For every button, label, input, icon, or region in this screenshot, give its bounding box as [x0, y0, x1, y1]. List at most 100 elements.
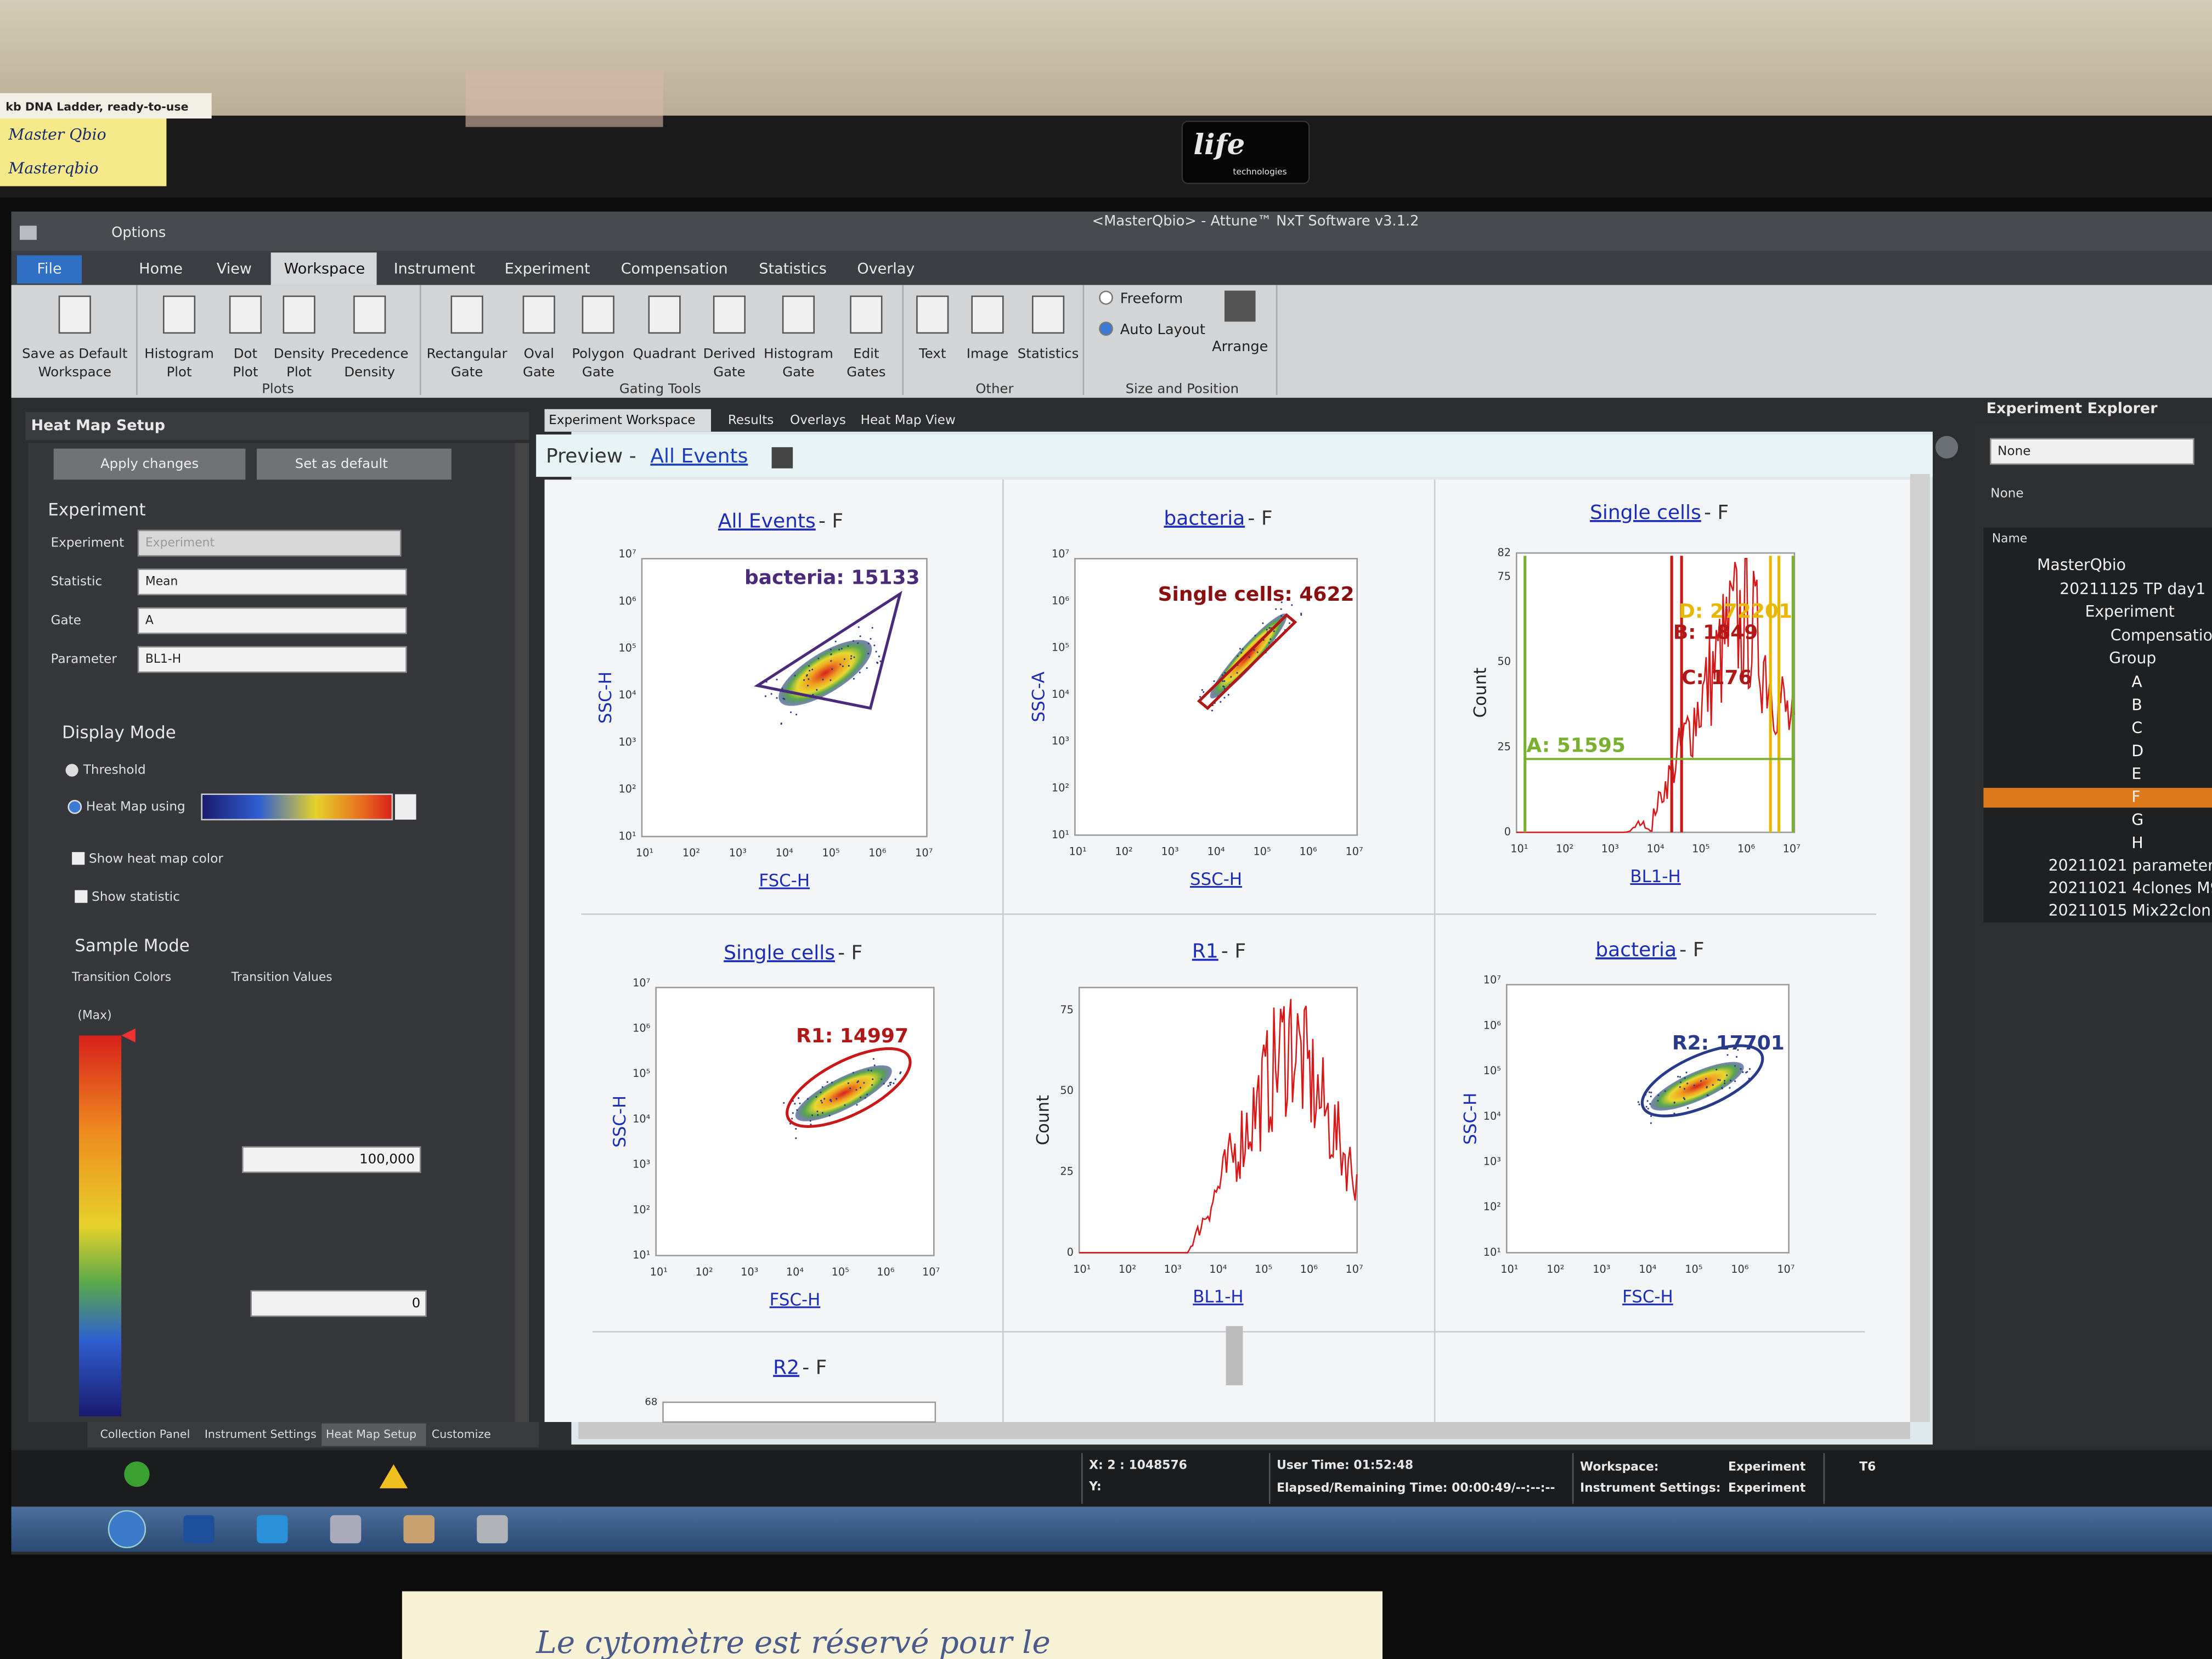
button[interactable]: [53, 448, 246, 480]
gate[interactable]: [1197, 613, 1297, 710]
workspace-tab-active[interactable]: [544, 409, 711, 432]
ribbon-icon[interactable]: [163, 295, 196, 334]
tree-item[interactable]: A: [2131, 673, 2142, 691]
axis-label[interactable]: SSC-H: [1190, 870, 1242, 889]
taskbar-icon[interactable]: [477, 1515, 508, 1544]
ribbon-icon[interactable]: [916, 295, 949, 334]
button-label[interactable]: Apply changes: [100, 455, 199, 471]
ribbon-tab[interactable]: Statistics: [759, 261, 826, 278]
button-label[interactable]: Set as default: [295, 455, 388, 471]
tree-item[interactable]: MasterQbio: [2037, 556, 2126, 574]
workspace-tab[interactable]: Experiment Workspace: [549, 413, 695, 427]
ribbon-button-label[interactable]: Histogram: [144, 345, 214, 361]
add-button[interactable]: [1936, 436, 1959, 459]
dropdown[interactable]: [137, 607, 407, 634]
dropdown-value[interactable]: Experiment: [145, 536, 215, 550]
bottom-tab[interactable]: Heat Map Setup: [326, 1427, 416, 1441]
bottom-tab[interactable]: Collection Panel: [100, 1427, 190, 1441]
tree-item[interactable]: E: [2131, 765, 2141, 783]
gate[interactable]: [754, 590, 902, 710]
ribbon-icon[interactable]: [58, 295, 91, 334]
bottom-tab-active[interactable]: [321, 1423, 426, 1446]
ribbon-icon[interactable]: [713, 295, 746, 334]
taskbar-icon[interactable]: [403, 1515, 435, 1544]
tree-item[interactable]: 20211125 TP day1: [2059, 580, 2205, 598]
plot-title[interactable]: bacteria: [1164, 507, 1245, 529]
tree-item[interactable]: F: [2131, 788, 2140, 806]
ribbon-button-label[interactable]: Gate: [582, 364, 614, 380]
dropdown-value[interactable]: A: [145, 613, 154, 627]
checkbox[interactable]: [72, 852, 85, 865]
ribbon-icon[interactable]: [648, 295, 681, 334]
ribbon-button-label[interactable]: Statistics: [1018, 345, 1079, 361]
gate[interactable]: [776, 1033, 921, 1142]
workspace-tab[interactable]: Overlays: [790, 413, 846, 427]
radio[interactable]: [1099, 321, 1113, 336]
ribbon-button-label[interactable]: Dot: [234, 345, 257, 361]
tree-item[interactable]: Experiment: [2085, 602, 2175, 620]
radio[interactable]: [1099, 290, 1113, 305]
tree-item[interactable]: Group: [2109, 649, 2156, 667]
value-box[interactable]: [250, 1290, 427, 1317]
ribbon-tab[interactable]: Instrument: [394, 261, 476, 278]
workspace-tab[interactable]: Heat Map View: [861, 413, 956, 427]
file-tab[interactable]: [16, 255, 82, 284]
axis-label[interactable]: SSC-H: [596, 672, 616, 724]
ribbon-icon[interactable]: [450, 295, 483, 334]
ribbon-tab[interactable]: File: [37, 261, 61, 278]
ribbon-button-label[interactable]: Density: [344, 364, 395, 380]
ribbon-button-label[interactable]: Gate: [713, 364, 745, 380]
plot-title[interactable]: R1: [1192, 940, 1218, 963]
radio[interactable]: [67, 800, 82, 814]
ribbon-button-label[interactable]: Gate: [782, 364, 814, 380]
tree-item[interactable]: B: [2131, 696, 2142, 714]
ribbon-icon[interactable]: [353, 295, 386, 334]
dropdown[interactable]: [137, 646, 407, 673]
ribbon-icon[interactable]: [1032, 295, 1065, 334]
start-button[interactable]: [108, 1510, 146, 1549]
ribbon-button-label[interactable]: Derived: [703, 345, 756, 361]
plot-title[interactable]: Single cells: [724, 941, 835, 964]
axis-label[interactable]: SSC-H: [610, 1096, 630, 1148]
tree-item[interactable]: H: [2131, 834, 2143, 852]
tab-selected[interactable]: [270, 252, 377, 285]
bottom-tab[interactable]: Instrument Settings: [205, 1427, 317, 1441]
arrange-icon[interactable]: [1224, 290, 1256, 322]
axis-label[interactable]: BL1-H: [1193, 1287, 1243, 1307]
dropdown[interactable]: [137, 529, 402, 557]
ribbon-button-label[interactable]: Plot: [233, 364, 258, 380]
dropdown-value[interactable]: BL1-H: [145, 652, 181, 666]
tree-item[interactable]: 20211015 Mix22clon...: [2049, 901, 2212, 919]
plot-title[interactable]: All Events: [718, 510, 816, 532]
ribbon-button-label[interactable]: Gate: [451, 364, 483, 380]
checkbox[interactable]: [75, 890, 88, 903]
ribbon-button-label[interactable]: Quadrant: [633, 345, 696, 361]
value-box[interactable]: [242, 1146, 421, 1173]
axis-label[interactable]: SSC-H: [1461, 1093, 1481, 1145]
ribbon-button-label[interactable]: Edit: [853, 345, 879, 361]
axis-label[interactable]: SSC-A: [1029, 672, 1049, 722]
tree-item[interactable]: C: [2131, 719, 2142, 737]
radio-label[interactable]: Threshold: [83, 763, 146, 777]
tree-item[interactable]: 20211021 4clones M9: [2049, 879, 2212, 897]
ribbon-icon[interactable]: [582, 295, 614, 334]
ribbon-button-label[interactable]: Image: [967, 345, 1008, 361]
ribbon-tab[interactable]: Experiment: [505, 261, 590, 278]
scale-handle[interactable]: [121, 1028, 136, 1043]
ribbon-button-label[interactable]: Precedence: [331, 345, 409, 361]
checkbox-label[interactable]: Show heat map color: [89, 852, 223, 866]
ribbon-button-label[interactable]: Gates: [847, 364, 885, 380]
ribbon-tab[interactable]: Home: [139, 261, 183, 278]
arrange-label[interactable]: Arrange: [1212, 338, 1268, 355]
axis-label[interactable]: FSC-H: [770, 1290, 821, 1310]
ribbon-tab[interactable]: Overlay: [857, 261, 915, 278]
taskbar-icon[interactable]: [183, 1515, 215, 1544]
ribbon-button-label[interactable]: Density: [274, 345, 325, 361]
preview-link[interactable]: All Events: [650, 445, 748, 467]
axis-label[interactable]: FSC-H: [759, 871, 810, 891]
ribbon-button-label[interactable]: Text: [918, 345, 946, 361]
ribbon-icon[interactable]: [283, 295, 315, 334]
radio-label[interactable]: Heat Map using: [86, 799, 185, 814]
ribbon-icon[interactable]: [522, 295, 555, 334]
ribbon-icon[interactable]: [850, 295, 883, 334]
